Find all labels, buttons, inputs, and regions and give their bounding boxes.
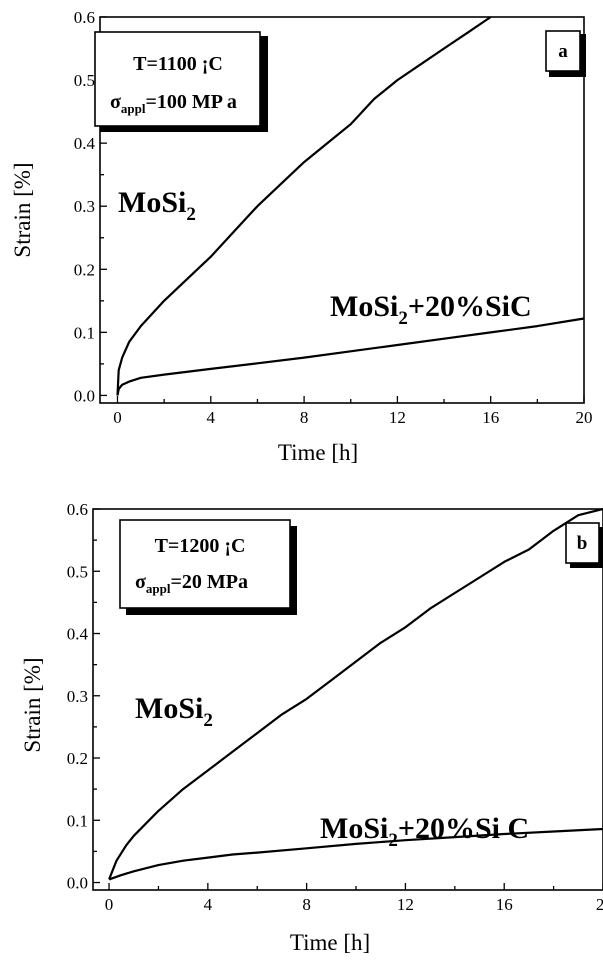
series-line-mosi2 [116, 16, 492, 396]
series-label-mosi2-sic: MoSi2+20%Si C [320, 812, 529, 851]
series-label-suffix: +20%Si C [398, 812, 529, 845]
x-tick-label: 8 [300, 408, 309, 427]
y-tick-label: 0.1 [74, 323, 95, 342]
series-label-base: MoSi [118, 186, 186, 219]
sigma-symbol: σ [135, 571, 146, 593]
y-tick-label: 0.5 [67, 562, 88, 581]
plot-frame [99, 16, 585, 404]
x-tick-label: 4 [204, 895, 213, 914]
series-label-subscript: 2 [388, 830, 398, 851]
panel-letter-box: b [565, 522, 603, 568]
y-tick-labels: 0.0 0.1 0.2 0.3 0.4 0.5 0.6 [67, 500, 89, 893]
series-line-mosi2-sic [108, 827, 603, 881]
y-tick-label: 0.5 [74, 71, 95, 90]
y-tick-label: 0.0 [74, 386, 95, 405]
series-lines [108, 507, 603, 881]
y-tick-label: 0.6 [74, 8, 95, 27]
panel-a: 0 4 8 12 16 20 0.0 0.1 0.2 0.3 0.4 0.5 0.6 Time [h]… [10, 8, 593, 465]
series-lines [116, 16, 585, 396]
temperature-label: T=1100 ¡C [133, 53, 223, 75]
y-tick-label: 0.4 [74, 134, 96, 153]
x-tick-label: 4 [207, 408, 216, 427]
y-axis-title: Strain [%] [20, 657, 45, 752]
x-tick-label: 16 [482, 408, 499, 427]
x-axis-title: Time [h] [290, 930, 370, 955]
y-tick-label: 0.0 [67, 874, 88, 893]
y-axis-title: Strain [%] [10, 162, 35, 257]
stress-value: =100 MP a [145, 91, 236, 113]
series-label-base: MoSi [135, 692, 203, 725]
x-tick-label: 0 [105, 895, 114, 914]
y-tick-label: 0.2 [74, 260, 95, 279]
y-tick-label: 0.3 [67, 687, 88, 706]
stress-value: =20 MPa [170, 571, 248, 593]
sigma-symbol: σ [110, 91, 121, 113]
panel-letter-box: a [545, 30, 586, 77]
panel-letter: b [577, 533, 588, 554]
x-tick-label: 8 [302, 895, 311, 914]
y-tick-labels: 0.0 0.1 0.2 0.3 0.4 0.5 0.6 [74, 8, 96, 405]
x-tick-labels: 0 4 8 12 16 2( [105, 895, 603, 914]
panel-letter: a [558, 41, 568, 62]
x-tick-label: 12 [397, 895, 414, 914]
series-line-mosi2-sic [116, 317, 585, 396]
x-tick-labels: 0 4 8 12 16 20 [113, 408, 592, 427]
sigma-subscript: appl [146, 581, 171, 596]
series-label-mosi2: MoSi2 [135, 692, 213, 731]
series-line-mosi2 [108, 507, 603, 880]
stress-label: σappl=100 MP a [110, 91, 237, 116]
panel-letter-frame [545, 30, 581, 72]
condition-box-frame [119, 519, 291, 609]
series-label-suffix: +20%SiC [408, 290, 532, 323]
plot-frame [92, 508, 603, 891]
series-label-base: MoSi [320, 812, 388, 845]
x-tick-label: 12 [389, 408, 406, 427]
sigma-subscript: appl [121, 101, 146, 116]
series-label-base: MoSi [330, 290, 398, 323]
x-tick-label: 16 [496, 895, 513, 914]
panel-b: 0 4 8 12 16 2( 0.0 0.1 0.2 0.3 0.4 0.5 0.6 Time [h]… [20, 500, 603, 955]
y-tick-label: 0.4 [67, 625, 89, 644]
panel-letter-frame [565, 522, 600, 564]
condition-box: T=1100 ¡C σappl=100 MP a [94, 31, 268, 132]
x-axis-title: Time [h] [278, 440, 358, 465]
series-label-subscript: 2 [398, 308, 408, 329]
temperature-label: T=1200 ¡C [155, 535, 246, 557]
series-label-mosi2-sic: MoSi2+20%SiC [330, 290, 532, 329]
y-tick-label: 0.3 [74, 197, 95, 216]
x-tick-label: 20 [576, 408, 593, 427]
x-tick-label: 0 [113, 408, 122, 427]
series-label-subscript: 2 [203, 710, 213, 731]
y-tick-label: 0.1 [67, 811, 88, 830]
stress-label: σappl=20 MPa [135, 571, 248, 596]
condition-box-frame [94, 31, 261, 127]
y-tick-label: 0.6 [67, 500, 88, 519]
condition-box: T=1200 ¡C σappl=20 MPa [119, 519, 297, 615]
tick-marks [93, 508, 603, 890]
series-label-subscript: 2 [186, 204, 196, 225]
series-label-mosi2: MoSi2 [118, 186, 196, 225]
x-tick-label: 2( [596, 895, 603, 914]
y-tick-label: 0.2 [67, 749, 88, 768]
